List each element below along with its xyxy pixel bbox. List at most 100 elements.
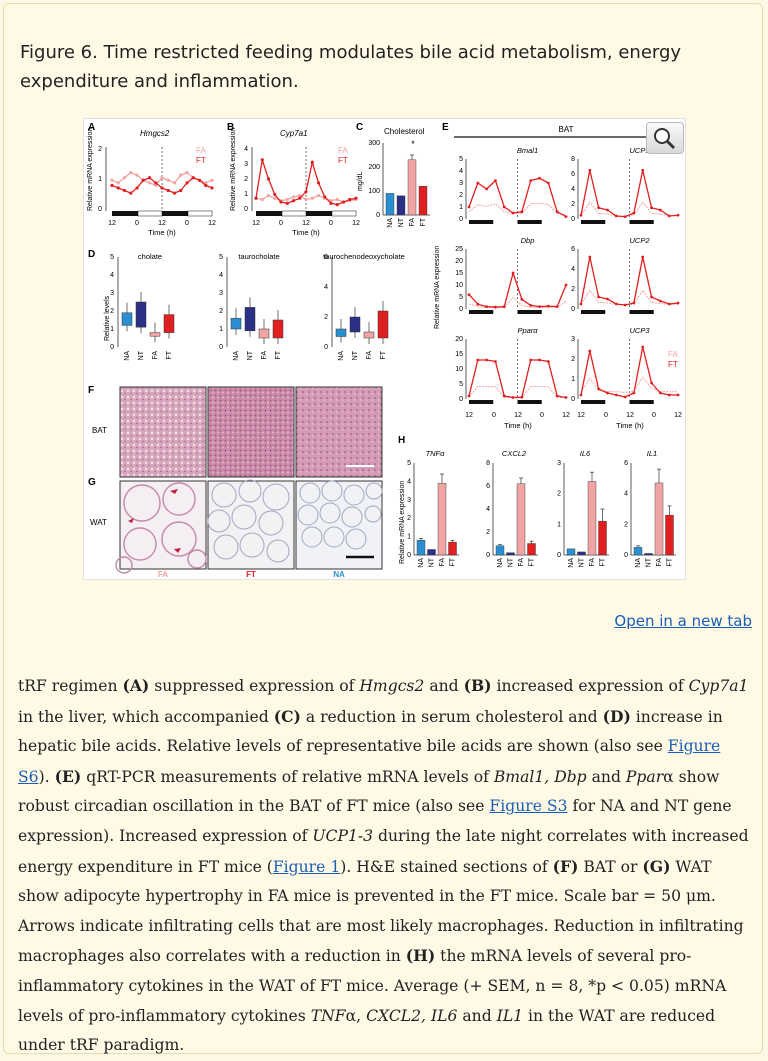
point-fa: [179, 173, 183, 177]
point-ft: [172, 191, 177, 195]
e-point-ft: [529, 179, 533, 182]
e-point-ft: [650, 381, 653, 385]
e-dark-bar: [581, 220, 606, 224]
e-point-ft: [579, 213, 583, 217]
point-fa: [310, 196, 314, 200]
point-ft: [160, 186, 164, 190]
d-ytick: 3: [219, 290, 223, 297]
d-xtick: NT: [352, 350, 359, 360]
e-dark-bar: [629, 220, 654, 224]
point-fa: [291, 195, 296, 199]
d-ytick: 6: [324, 254, 328, 261]
e-xtick-8: 0: [652, 412, 656, 419]
h-ytick: 0: [557, 552, 561, 559]
h-xtick: FT: [600, 557, 607, 566]
e-ylabel: Relative mRNA expression: [434, 246, 441, 329]
point-ft: [310, 160, 314, 164]
e-point-ft: [529, 304, 533, 307]
e-point-ft: [546, 304, 550, 308]
d-ytick: 4: [219, 272, 223, 279]
e-point-ft: [494, 179, 497, 182]
h-bar-nt: [506, 552, 515, 556]
e-xtick-2: 12: [514, 412, 522, 419]
e-point-ft: [579, 302, 583, 306]
h-ytick: 4: [624, 491, 628, 498]
d-subtitle: cholate: [138, 252, 162, 261]
e-ytick: 0: [571, 396, 575, 403]
e-xtick-1: 0: [492, 412, 496, 419]
d-subtitle: taurocholate: [238, 252, 279, 261]
d-box-fa: [363, 331, 375, 339]
c-ylabel: mg/dL: [357, 171, 364, 191]
e-line-ft: [468, 359, 567, 399]
e-point-ft: [511, 271, 515, 275]
e-xtick-6: 0: [604, 412, 608, 419]
h-subtitle: TNFα: [426, 449, 446, 458]
open-in-new-tab-link[interactable]: Open in a new tab: [614, 612, 752, 630]
d-box-nt: [244, 307, 256, 332]
point-fa: [204, 181, 208, 185]
point-fa: [329, 199, 333, 203]
h-ytick: 0: [624, 552, 628, 559]
e-point-ft: [485, 305, 489, 308]
figure-image[interactable]: A Hmgcs2 0 1 2 Relative mRNA expression …: [83, 118, 686, 580]
point-fa: [273, 196, 277, 200]
figure-1-link[interactable]: Figure 1: [272, 857, 341, 876]
h-bar-nt: [644, 553, 653, 556]
f-tissue: BAT: [92, 426, 107, 435]
e-point-ft: [494, 305, 497, 309]
magnify-button[interactable]: [646, 122, 684, 154]
bat-fa-image: [119, 386, 207, 478]
point-ft: [179, 188, 183, 193]
e-point-ft: [520, 210, 524, 214]
figure-s3-link[interactable]: Figure S3: [489, 797, 568, 816]
d-ytick: 0: [324, 344, 328, 351]
panel-e-lines: Bmal1012345UCP102468Dbp0510152025UCP2024…: [455, 146, 680, 404]
e-point-ft: [676, 301, 680, 305]
e-point-ft: [555, 394, 559, 398]
point-ft: [204, 183, 208, 187]
h-bar-fa: [437, 483, 447, 556]
bat-ft-image: [207, 386, 295, 478]
b-xtick-2: 12: [302, 220, 310, 227]
figure-s6-link[interactable]: Figure S6: [18, 737, 721, 786]
e-point-ft: [467, 293, 471, 296]
a-xtick-2: 12: [158, 220, 166, 227]
e-point-ft: [667, 302, 671, 306]
b-xtick-4: 12: [352, 220, 360, 227]
e-ytick: 5: [459, 381, 463, 388]
e-point-ft: [564, 283, 568, 287]
a-xtick-4: 12: [208, 220, 216, 227]
panel-d-boxplots: cholate 0 1 2 3 4 5 NA NT FA FT taurocholate 0 1 2 3 4 5 N…: [110, 252, 405, 361]
e-point-ft: [520, 298, 524, 301]
e-legend-fa: FA: [668, 350, 678, 359]
h-xtick: NT: [646, 557, 653, 567]
e-point-ft: [641, 345, 645, 349]
h-xtick: FA: [656, 558, 663, 567]
d-ytick: 4: [324, 284, 328, 291]
e-point-ft: [658, 208, 662, 212]
h-bar-nt: [577, 551, 586, 556]
e-gene-title: UCP2: [629, 236, 650, 245]
e-point-ft: [511, 211, 515, 215]
point-fa: [210, 178, 214, 182]
e-point-ft: [588, 168, 592, 172]
e-point-ft: [623, 395, 627, 399]
point-ft: [129, 191, 133, 195]
g-tissue: WAT: [90, 518, 107, 527]
point-fa: [154, 183, 158, 187]
e-point-ft: [667, 393, 671, 397]
d-ytick: 5: [110, 254, 114, 261]
c-xtick: FA: [409, 218, 416, 227]
e-point-ft: [467, 205, 471, 209]
h-xtick: NA: [568, 558, 575, 568]
point-ft: [254, 196, 258, 200]
point-ft: [285, 201, 289, 205]
point-ft: [291, 199, 296, 203]
e-xtick-7: 12: [626, 412, 634, 419]
a-xlabel: Time (h): [148, 228, 176, 237]
d-box-na: [335, 328, 347, 337]
e-ytick: 20: [455, 336, 463, 343]
h-bar-ft: [448, 541, 457, 556]
e-ytick: 0: [459, 396, 463, 403]
